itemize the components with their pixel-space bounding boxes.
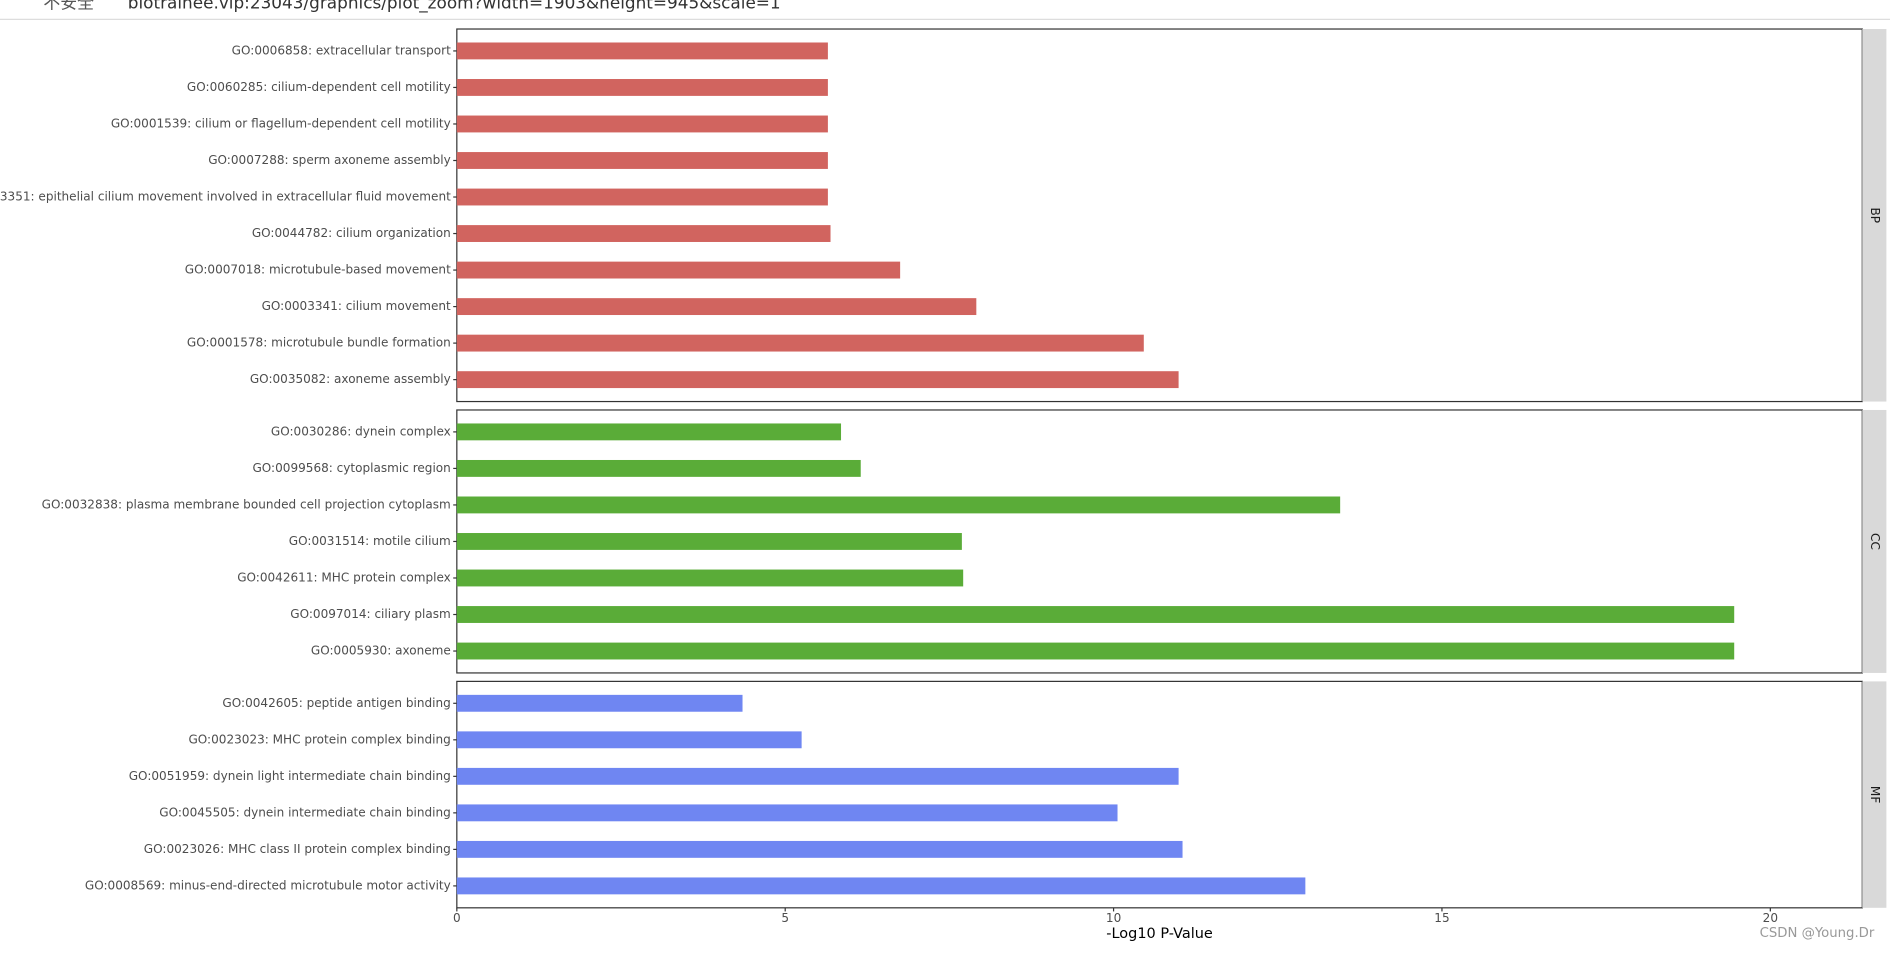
y-tick-label: GO:0008569: minus-end-directed microtubu… — [85, 878, 451, 892]
bar — [456, 371, 1179, 389]
y-tick-label: GO:0006858: extracellular transport — [232, 43, 451, 57]
bar — [456, 261, 901, 279]
y-tick-label: GO:0023026: MHC class II protein complex… — [144, 842, 451, 856]
x-tick-label: 15 — [1434, 911, 1449, 925]
strip-label: BP — [1868, 208, 1882, 224]
watermark: CSDN @Young.Dr — [1760, 926, 1875, 941]
bar — [456, 115, 828, 133]
y-tick-label: GO:0044782: cilium organization — [252, 226, 451, 240]
y-tick-label: GO:0003341: cilium movement — [262, 299, 451, 313]
bar — [456, 533, 962, 550]
strip-label: CC — [1868, 533, 1882, 550]
y-tick-label: GO:0030286: dynein complex — [271, 424, 451, 438]
bar — [456, 225, 831, 242]
bar — [456, 694, 743, 712]
y-tick-label: GO:0003351: epithelial cilium movement i… — [0, 190, 451, 204]
y-tick-label: GO:0032838: plasma membrane bounded cell… — [42, 497, 451, 511]
y-tick-label: GO:0031514: motile cilium — [289, 534, 451, 548]
y-tick-label: GO:0001578: microtubule bundle formation — [187, 336, 451, 350]
bar — [456, 79, 828, 96]
panel — [456, 680, 1863, 909]
y-tick-label: GO:0051959: dynein light intermediate ch… — [129, 769, 451, 783]
security-label[interactable]: 不安全 — [43, 0, 94, 13]
bar — [456, 731, 802, 749]
y-tick-label: GO:0035082: axoneme assembly — [250, 372, 451, 386]
x-tick-label: 0 — [453, 911, 461, 925]
bar — [456, 42, 828, 60]
bar — [456, 496, 1341, 514]
bar — [456, 569, 964, 587]
x-tick-label: 20 — [1763, 911, 1778, 925]
y-tick-label: GO:0097014: ciliary plasm — [290, 607, 451, 621]
strip — [1862, 681, 1887, 908]
bar — [456, 642, 1735, 660]
bar — [456, 804, 1118, 822]
bar — [456, 423, 842, 441]
y-tick-label: GO:0042605: peptide antigen binding — [222, 696, 450, 710]
y-tick-label: GO:0007288: sperm axoneme assembly — [208, 153, 451, 167]
bar — [456, 767, 1179, 785]
strip-label: MF — [1868, 786, 1882, 803]
bar — [456, 877, 1306, 895]
bar — [456, 840, 1183, 858]
y-tick-label: GO:0042611: MHC protein complex — [237, 570, 451, 584]
y-tick-label: GO:0001539: cilium or flagellum-dependen… — [111, 116, 451, 130]
strip — [1862, 29, 1887, 402]
bar — [456, 334, 1144, 352]
bar — [456, 298, 977, 316]
y-tick-label: GO:0007018: microtubule-based movement — [185, 263, 451, 277]
bar — [456, 188, 828, 206]
url[interactable]: biotrainee.vip:23043/graphics/plot_zoom?… — [128, 0, 781, 14]
x-tick-label: 10 — [1106, 911, 1121, 925]
browser-bar — [0, 0, 1890, 20]
y-tick-label: GO:0099568: cytoplasmic region — [252, 461, 450, 475]
y-tick-label: GO:0045505: dynein intermediate chain bi… — [159, 805, 451, 819]
bar — [456, 459, 861, 477]
y-tick-label: GO:0060285: cilium-dependent cell motili… — [187, 80, 451, 94]
x-axis-title: -Log10 P-Value — [1106, 926, 1213, 942]
x-tick-label: 5 — [781, 911, 789, 925]
y-tick-label: GO:0023023: MHC protein complex binding — [188, 732, 450, 746]
strip — [1862, 409, 1887, 673]
bar — [456, 152, 828, 169]
bar — [456, 606, 1735, 623]
y-tick-label: GO:0005930: axoneme — [311, 644, 451, 658]
